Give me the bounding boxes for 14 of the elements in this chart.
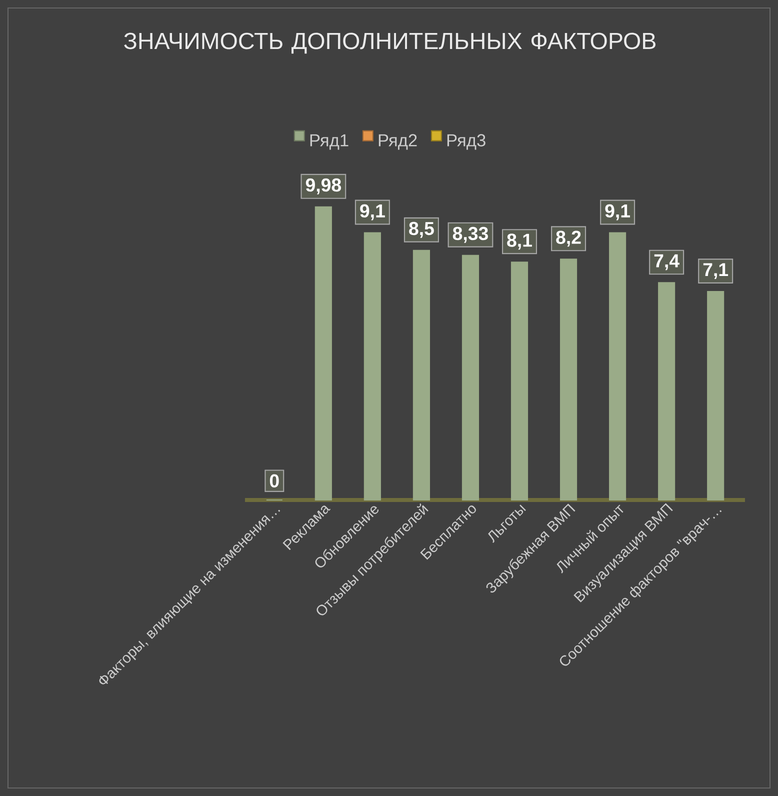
data-label: 9,1 (360, 204, 385, 220)
data-label: 7,1 (703, 263, 728, 279)
data-label: 9,1 (605, 204, 630, 220)
legend-label: Ряд1 (310, 134, 348, 150)
data-label: 8,33 (452, 226, 488, 243)
data-label: 9,98 (306, 178, 342, 194)
data-label: 8,2 (556, 230, 581, 247)
legend-label: Ряд3 (447, 134, 486, 150)
data-label: 8,5 (409, 222, 434, 238)
data-label: 0 (270, 474, 279, 488)
data-label: 8,1 (507, 234, 532, 250)
chart-title: ЗНАЧИМОСТЬ ДОПОЛНИТЕЛЬНЫХ ФАКТОРОВ (124, 32, 656, 54)
data-label: 7,4 (654, 254, 680, 270)
legend-label: Ряд2 (378, 134, 417, 150)
